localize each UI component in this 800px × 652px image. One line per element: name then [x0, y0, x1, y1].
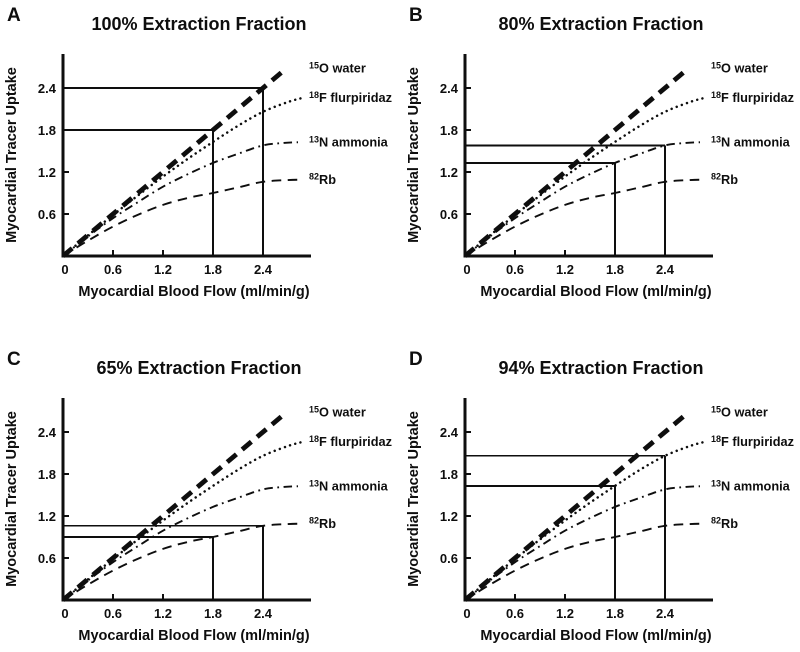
x-tick-label-2.4: 2.4	[254, 262, 273, 277]
y-tick-label-1.8: 1.8	[440, 123, 458, 138]
y-tick-label-2.4: 2.4	[38, 81, 57, 96]
x-tick-label-0: 0	[61, 606, 68, 621]
y-tick-label-0.6: 0.6	[38, 207, 56, 222]
curve-flurpiridaz-18f	[463, 440, 707, 602]
y-tick-label-2.4: 2.4	[38, 425, 57, 440]
x-tick-label-1.8: 1.8	[606, 262, 624, 277]
y-axis-title: Myocardial Tracer Uptake	[4, 67, 20, 243]
legend-label-water-15o: 15O water	[711, 60, 768, 75]
x-tick-label-2.4: 2.4	[656, 606, 675, 621]
legend-label-flurpiridaz-18f: 18F flurpiridaz	[711, 90, 794, 105]
y-tick-label-1.2: 1.2	[38, 165, 56, 180]
y-tick-label-1.2: 1.2	[440, 165, 458, 180]
legend-label-ammonia-13n: 13N ammonia	[711, 478, 791, 493]
x-tick-label-0: 0	[463, 262, 470, 277]
y-tick-label-1.8: 1.8	[440, 467, 458, 482]
panel-letter-C: C	[7, 349, 21, 370]
panel-title-C: 65% Extraction Fraction	[96, 358, 301, 378]
curve-flurpiridaz-18f	[61, 440, 305, 602]
x-tick-label-1.2: 1.2	[154, 606, 172, 621]
panel-title-D: 94% Extraction Fraction	[498, 358, 703, 378]
x-tick-label-1.2: 1.2	[556, 262, 574, 277]
y-tick-label-0.6: 0.6	[440, 551, 458, 566]
legend-label-ammonia-13n: 13N ammonia	[309, 134, 389, 149]
legend-label-flurpiridaz-18f: 18F flurpiridaz	[309, 434, 392, 449]
panel-title-A: 100% Extraction Fraction	[91, 14, 306, 34]
x-tick-label-0.6: 0.6	[104, 606, 122, 621]
y-tick-label-2.4: 2.4	[440, 425, 459, 440]
x-tick-label-1.2: 1.2	[556, 606, 574, 621]
curve-ammonia-13n	[464, 141, 701, 257]
y-tick-label-2.4: 2.4	[440, 81, 459, 96]
y-axis-title: Myocardial Tracer Uptake	[406, 67, 422, 243]
panel-D: D 94% Extraction Fraction 0 0.6 1.2 1.8 2.4 0.6…	[406, 349, 794, 644]
panel-A: A 100% Extraction Fraction 0 0.6 1.2 1.8 2.4 0.…	[4, 5, 392, 300]
legend-label-rubidium-82: 82Rb	[711, 172, 738, 187]
y-axis-title: Myocardial Tracer Uptake	[4, 411, 20, 587]
legend-label-ammonia-13n: 13N ammonia	[711, 134, 791, 149]
y-tick-label-1.8: 1.8	[38, 123, 56, 138]
legend-label-ammonia-13n: 13N ammonia	[309, 478, 389, 493]
y-tick-label-0.6: 0.6	[38, 551, 56, 566]
curve-ammonia-13n	[62, 141, 299, 257]
legend-label-water-15o: 15O water	[711, 404, 768, 419]
legend-label-rubidium-82: 82Rb	[711, 516, 738, 531]
curve-water-15o	[463, 410, 690, 602]
y-tick-label-1.8: 1.8	[38, 467, 56, 482]
y-axis-title: Myocardial Tracer Uptake	[406, 411, 422, 587]
x-axis-title: Myocardial Blood Flow (ml/min/g)	[480, 628, 711, 644]
curve-ammonia-13n	[62, 485, 299, 601]
legend-label-water-15o: 15O water	[309, 404, 366, 419]
panel-B: B 80% Extraction Fraction 0 0.6 1.2 1.8 2.4 0.6…	[406, 5, 794, 300]
curve-rubidium-82	[464, 522, 704, 601]
panel-letter-B: B	[409, 5, 423, 26]
x-tick-label-2.4: 2.4	[254, 606, 273, 621]
x-axis-title: Myocardial Blood Flow (ml/min/g)	[78, 284, 309, 300]
x-tick-label-2.4: 2.4	[656, 262, 675, 277]
x-tick-label-0: 0	[463, 606, 470, 621]
x-axis-title: Myocardial Blood Flow (ml/min/g)	[480, 284, 711, 300]
x-tick-label-1.8: 1.8	[204, 262, 222, 277]
x-tick-label-0: 0	[61, 262, 68, 277]
curve-flurpiridaz-18f	[61, 96, 305, 258]
curve-water-15o	[61, 66, 288, 258]
legend-label-rubidium-82: 82Rb	[309, 516, 336, 531]
legend-label-water-15o: 15O water	[309, 60, 366, 75]
curve-rubidium-82	[464, 178, 704, 257]
y-tick-label-1.2: 1.2	[440, 509, 458, 524]
panel-title-B: 80% Extraction Fraction	[498, 14, 703, 34]
x-tick-label-0.6: 0.6	[506, 606, 524, 621]
y-tick-label-0.6: 0.6	[440, 207, 458, 222]
legend-label-rubidium-82: 82Rb	[309, 172, 336, 187]
x-tick-label-1.8: 1.8	[606, 606, 624, 621]
curve-water-15o	[463, 66, 690, 258]
panel-C: C 65% Extraction Fraction 0 0.6 1.2 1.8 2.4 0.6…	[4, 349, 392, 644]
curve-rubidium-82	[62, 522, 302, 601]
x-axis-title: Myocardial Blood Flow (ml/min/g)	[78, 628, 309, 644]
y-tick-label-1.2: 1.2	[38, 509, 56, 524]
curve-ammonia-13n	[464, 485, 701, 601]
x-tick-label-1.2: 1.2	[154, 262, 172, 277]
x-tick-label-0.6: 0.6	[104, 262, 122, 277]
legend-label-flurpiridaz-18f: 18F flurpiridaz	[711, 434, 794, 449]
x-tick-label-1.8: 1.8	[204, 606, 222, 621]
legend-label-flurpiridaz-18f: 18F flurpiridaz	[309, 90, 392, 105]
curve-water-15o	[61, 410, 288, 602]
curve-rubidium-82	[62, 178, 302, 257]
panel-letter-A: A	[7, 5, 21, 26]
panel-letter-D: D	[409, 349, 423, 370]
curve-flurpiridaz-18f	[463, 96, 707, 258]
x-tick-label-0.6: 0.6	[506, 262, 524, 277]
